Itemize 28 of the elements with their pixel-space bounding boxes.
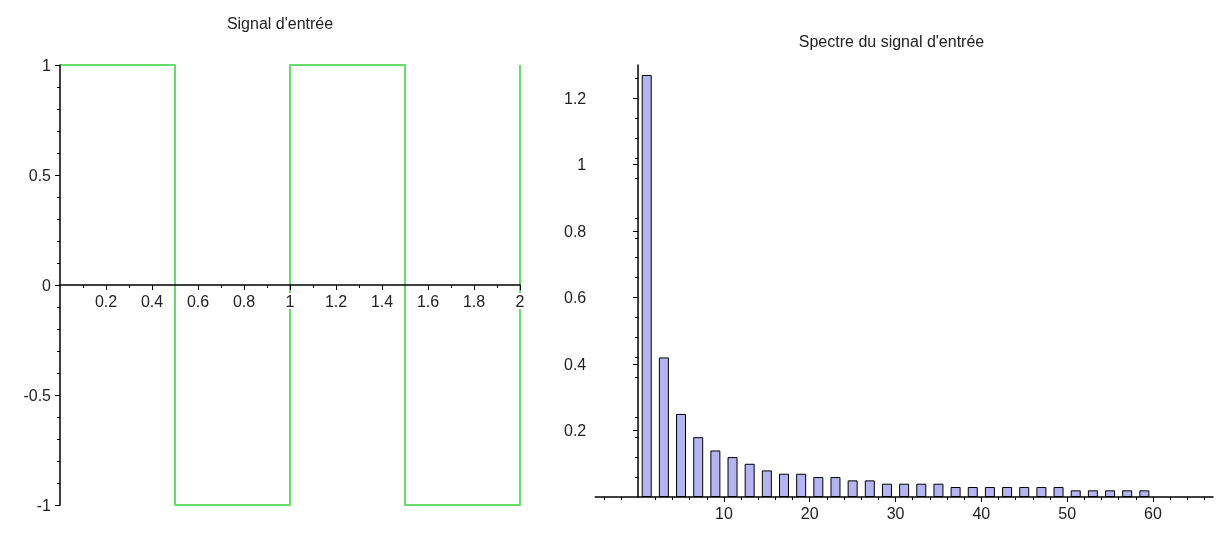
x-tick-label: 1.2 — [324, 292, 348, 310]
x-tick-label: 1.4 — [370, 292, 394, 310]
y-tick-label: 0.5 — [28, 166, 52, 184]
y-tick-label: 1 — [577, 156, 587, 174]
chart-title: Signal d'entrée — [226, 14, 334, 32]
x-tick-label: 30 — [886, 504, 905, 522]
y-tick-label: 0 — [42, 276, 52, 294]
x-tick-label: 50 — [1058, 504, 1077, 522]
x-tick-label: 40 — [972, 504, 991, 522]
y-tick-label: 0.4 — [563, 355, 587, 373]
chart-title: Spectre du signal d'entrée — [798, 32, 985, 50]
x-tick-label: 0.6 — [186, 292, 210, 310]
y-tick-label: 1.2 — [563, 89, 587, 107]
x-tick-label: 0.8 — [232, 292, 256, 310]
x-tick-label: 10 — [715, 504, 733, 522]
x-tick-label: 60 — [1144, 504, 1162, 522]
y-tick-label: 0.2 — [563, 422, 587, 440]
x-tick-label: 2 — [515, 292, 525, 310]
x-tick-label: 1.8 — [462, 292, 486, 310]
x-tick-label: 0.4 — [140, 292, 164, 310]
y-tick-label: -0.5 — [23, 386, 52, 404]
y-tick-label: -1 — [36, 496, 52, 514]
x-tick-label: 20 — [800, 504, 819, 522]
x-tick-label: 1 — [285, 292, 295, 310]
x-tick-label: 1.6 — [416, 292, 440, 310]
y-tick-label: 1 — [42, 56, 52, 74]
x-tick-label: 0.2 — [94, 292, 118, 310]
y-tick-label: 0.8 — [563, 222, 587, 240]
